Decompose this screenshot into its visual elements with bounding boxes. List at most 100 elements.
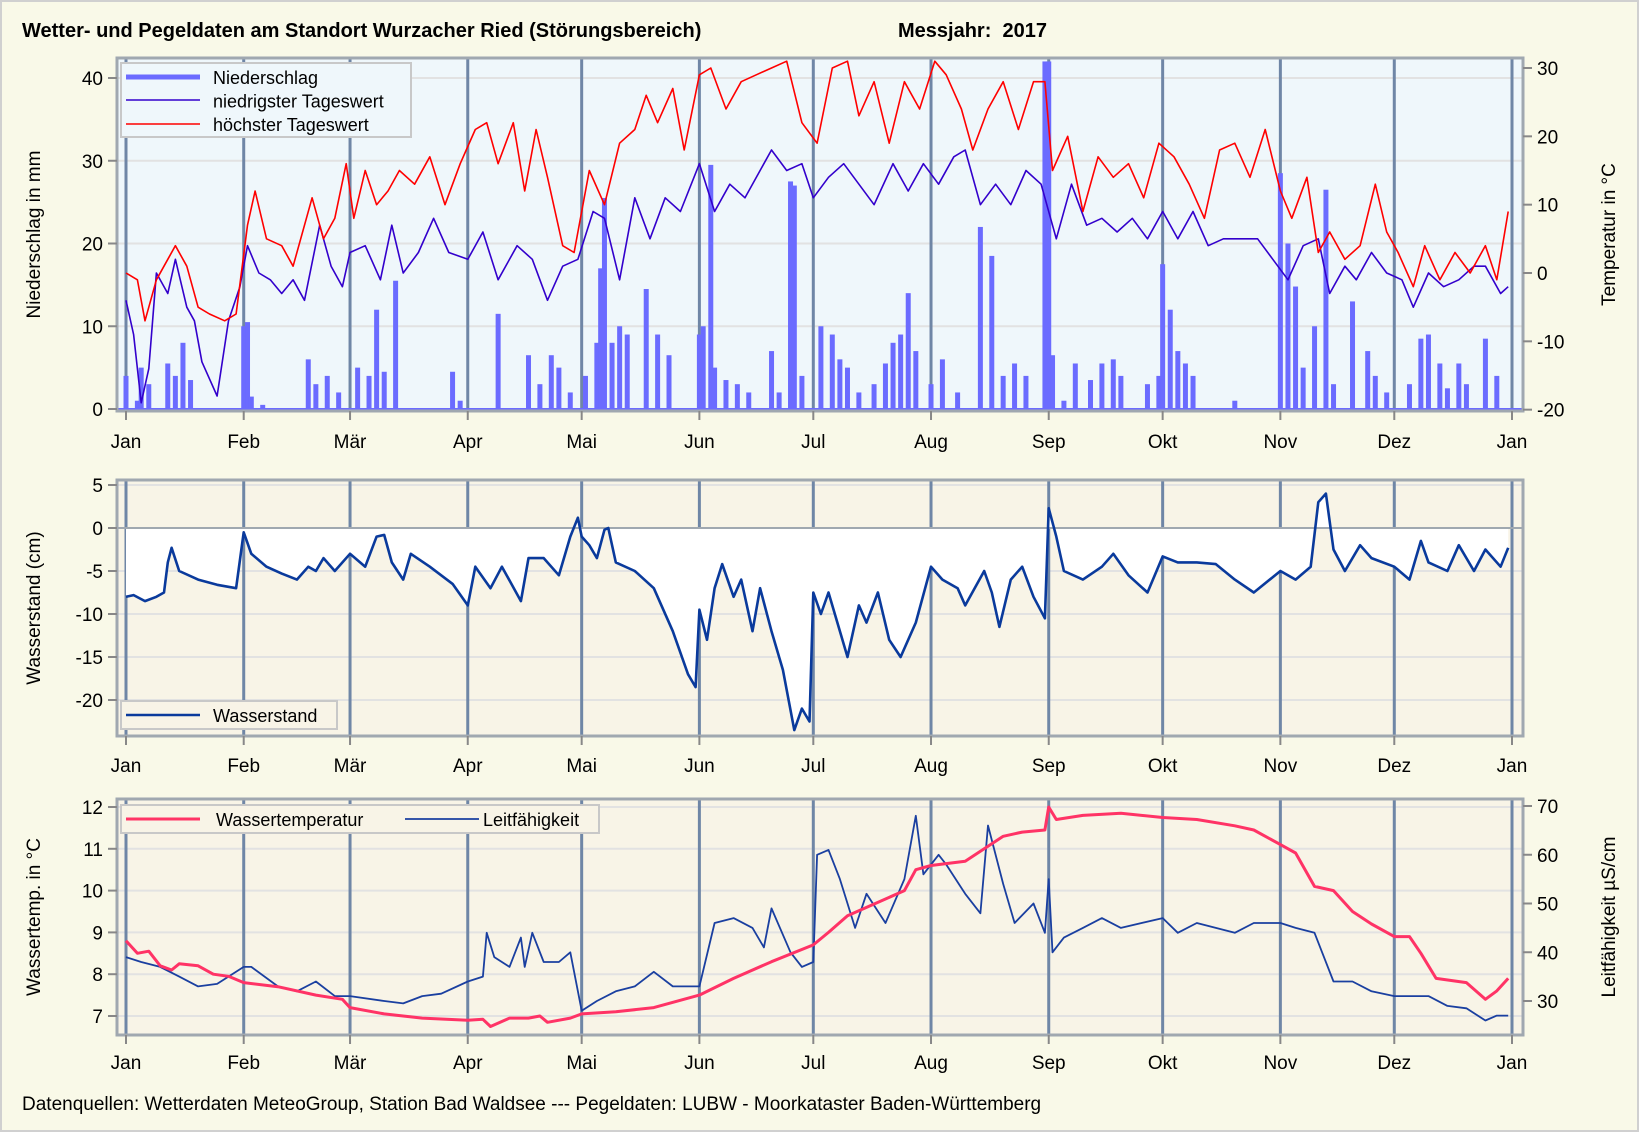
- precip-bar: [1175, 351, 1181, 409]
- y-axis-label: Niederschlag in mm: [24, 151, 45, 319]
- precip-bar: [624, 334, 630, 409]
- precip-bar: [1023, 375, 1029, 409]
- precip-bar: [856, 392, 862, 409]
- precip-bar: [1331, 384, 1337, 409]
- precip-bar: [898, 334, 904, 409]
- precip-bar: [374, 309, 380, 409]
- precip-bar: [1042, 61, 1048, 409]
- precip-bar: [146, 384, 152, 409]
- precip-bar: [905, 293, 911, 409]
- precip-bar: [1167, 309, 1173, 409]
- precip-bar: [598, 268, 604, 409]
- precip-bar: [928, 384, 934, 409]
- precip-bar: [123, 375, 129, 409]
- y-axis-label: Wassertemp. in °C: [24, 838, 45, 996]
- precip-bar: [788, 181, 794, 409]
- y2-tick-label: 20: [1537, 127, 1558, 148]
- precip-bar: [495, 313, 501, 409]
- precip-bar: [617, 326, 623, 409]
- x-tick-label: Mai: [566, 1053, 597, 1074]
- x-tick-label: Aug: [914, 432, 948, 453]
- precip-bar: [700, 326, 706, 409]
- precip-bar: [746, 392, 752, 409]
- x-tick-label: Aug: [914, 756, 948, 777]
- precip-bar: [1482, 338, 1488, 409]
- legend-box: [120, 804, 600, 834]
- precip-bar: [696, 334, 702, 409]
- precip-bar: [1099, 363, 1105, 409]
- precip-bar: [594, 342, 600, 409]
- y-tick-label: -10: [76, 605, 103, 626]
- y2-axis-label: Leitfähigkeit µS/cm: [1599, 837, 1620, 998]
- precip-bar: [582, 375, 588, 409]
- x-tick-label: Apr: [453, 432, 483, 453]
- precip-bar: [241, 326, 247, 409]
- precip-bar: [1118, 375, 1124, 409]
- precip-bar: [1293, 286, 1299, 409]
- x-tick-label: Mär: [334, 756, 367, 777]
- precip-bar: [1144, 384, 1150, 409]
- x-tick-label: Jun: [684, 432, 715, 453]
- precip-bar: [955, 392, 961, 409]
- y-tick-label: 12: [82, 798, 103, 819]
- precip-bar: [1088, 380, 1094, 409]
- y-tick-label: 30: [82, 152, 103, 173]
- x-tick-label: Sep: [1032, 756, 1066, 777]
- tmin-line: [125, 149, 1509, 404]
- y-axis-label: Wasserstand (cm): [24, 531, 45, 684]
- precip-bar: [188, 380, 194, 409]
- x-tick-label: Jul: [801, 1053, 825, 1074]
- y-tick-label: -15: [76, 648, 103, 669]
- precip-bar: [1350, 301, 1356, 409]
- x-tick-label: Feb: [227, 756, 260, 777]
- y2-tick-label: 0: [1537, 264, 1548, 285]
- precip-bar: [1277, 173, 1283, 409]
- water-temperature-line: [124, 805, 1510, 1028]
- precip-bar: [1425, 334, 1431, 409]
- y2-tick-label: 30: [1537, 59, 1558, 80]
- y2-tick-label: -20: [1537, 401, 1564, 422]
- y2-tick-label: 60: [1537, 846, 1558, 867]
- legend-label: niedrigster Tageswert: [213, 92, 384, 112]
- precip-bar: [1285, 243, 1291, 409]
- x-tick-label: Mai: [566, 432, 597, 453]
- precip-bar: [989, 255, 995, 409]
- precip-bar: [708, 164, 714, 409]
- precip-bar: [1494, 375, 1500, 409]
- x-tick-label: Jan: [111, 432, 142, 453]
- precip-bar: [260, 404, 266, 409]
- precip-bar: [305, 359, 311, 409]
- x-tick-label: Sep: [1032, 432, 1066, 453]
- precip-bar: [734, 384, 740, 409]
- y-tick-label: 40: [82, 69, 103, 90]
- x-tick-label: Nov: [1263, 432, 1297, 453]
- precip-bar: [1050, 355, 1056, 409]
- x-tick-label: Mär: [334, 1053, 367, 1074]
- y-tick-label: -5: [86, 562, 103, 583]
- precip-bar: [643, 289, 649, 409]
- precip-bar: [723, 380, 729, 409]
- y-tick-label: 9: [92, 923, 103, 944]
- x-tick-label: Jul: [801, 756, 825, 777]
- precip-bar: [837, 359, 843, 409]
- water-level-line: [125, 492, 1510, 732]
- y-tick-label: 7: [92, 1007, 103, 1028]
- x-tick-label: Jan: [1497, 756, 1528, 777]
- precip-bar: [138, 367, 144, 409]
- x-tick-label: Feb: [227, 1053, 260, 1074]
- precip-bar: [1046, 61, 1052, 409]
- x-tick-label: Aug: [914, 1053, 948, 1074]
- precip-bar: [1012, 363, 1018, 409]
- precip-bar: [355, 367, 361, 409]
- precip-bar: [1160, 264, 1166, 409]
- precip-bar: [1190, 375, 1196, 409]
- precip-bar: [313, 384, 319, 409]
- y-tick-label: -20: [76, 691, 103, 712]
- precip-bar: [336, 392, 342, 409]
- precip-bar: [1072, 363, 1078, 409]
- x-tick-label: Dez: [1377, 432, 1411, 453]
- chart-title: Wetter- und Pegeldaten am Standort Wurza…: [22, 20, 701, 42]
- x-tick-label: Jul: [801, 432, 825, 453]
- precip-bar: [871, 384, 877, 409]
